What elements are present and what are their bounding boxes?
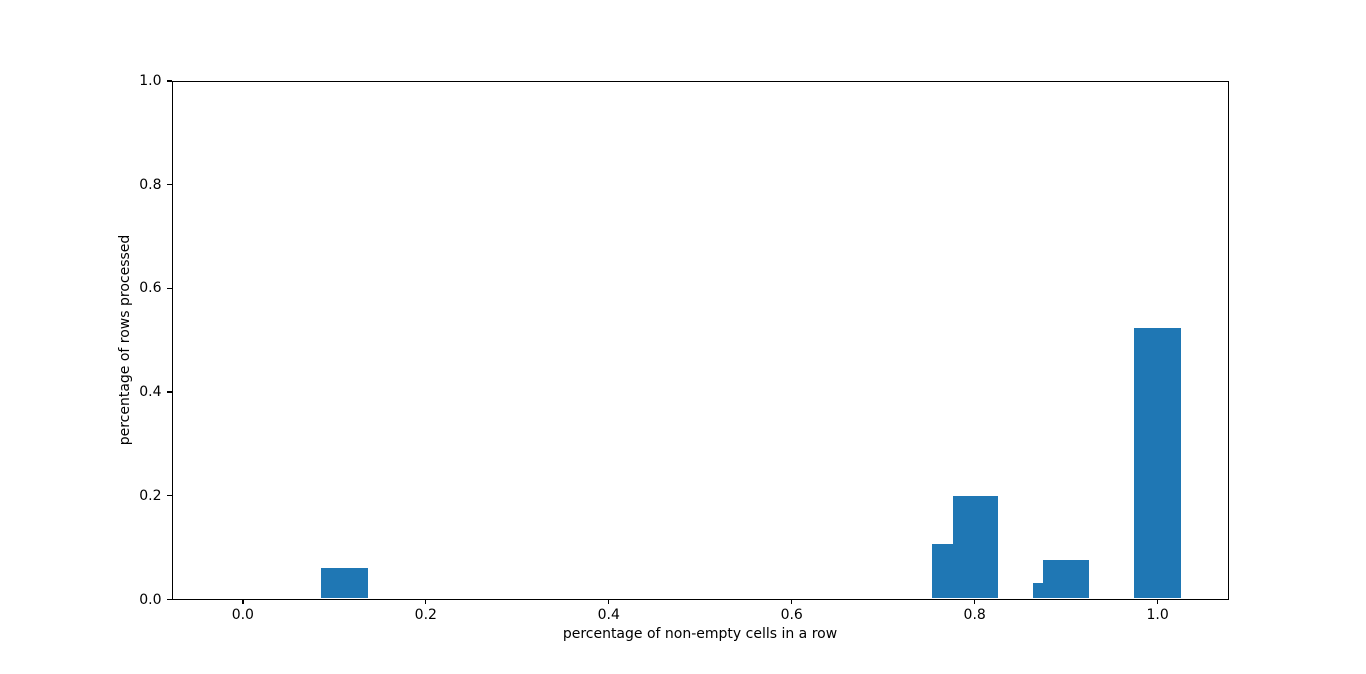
x-axis-label: percentage of non-empty cells in a row [562,626,838,642]
histogram-bar [931,543,953,599]
y-tick-mark [167,598,172,601]
histogram-bar [320,567,369,599]
histogram-bar [952,495,999,599]
x-tick-mark [1156,599,1159,604]
x-tick-mark [608,599,610,604]
x-tick-mark [791,599,793,604]
x-tick-label: 0.6 [780,606,803,623]
histogram-bar [1043,559,1090,599]
y-axis-label: percentage of rows processed [117,234,133,446]
y-tick-label: 0.6 [139,280,162,297]
y-tick-mark [167,184,172,186]
histogram-bar [1133,328,1182,599]
y-tick-label: 1.0 [139,73,162,89]
x-tick-mark [242,599,244,604]
x-tick-label: 0.8 [963,606,986,623]
y-tick-mark [167,391,172,393]
y-tick-label: 0.0 [139,591,162,608]
plot-area [171,81,1229,600]
x-tick-label: 0.0 [231,606,254,623]
x-tick-label: 0.4 [597,606,620,623]
y-tick-label: 0.4 [139,384,162,401]
y-tick-mark [167,80,172,82]
y-tick-mark [167,495,172,497]
x-tick-mark [974,599,976,604]
y-tick-mark [167,287,172,290]
x-tick-label: 0.2 [414,606,437,623]
y-tick-label: 0.2 [139,487,162,504]
x-tick-label: 1.0 [1146,606,1169,623]
y-tick-label: 0.8 [139,176,162,193]
x-tick-mark [425,599,427,604]
histogram-bar [1033,582,1044,599]
